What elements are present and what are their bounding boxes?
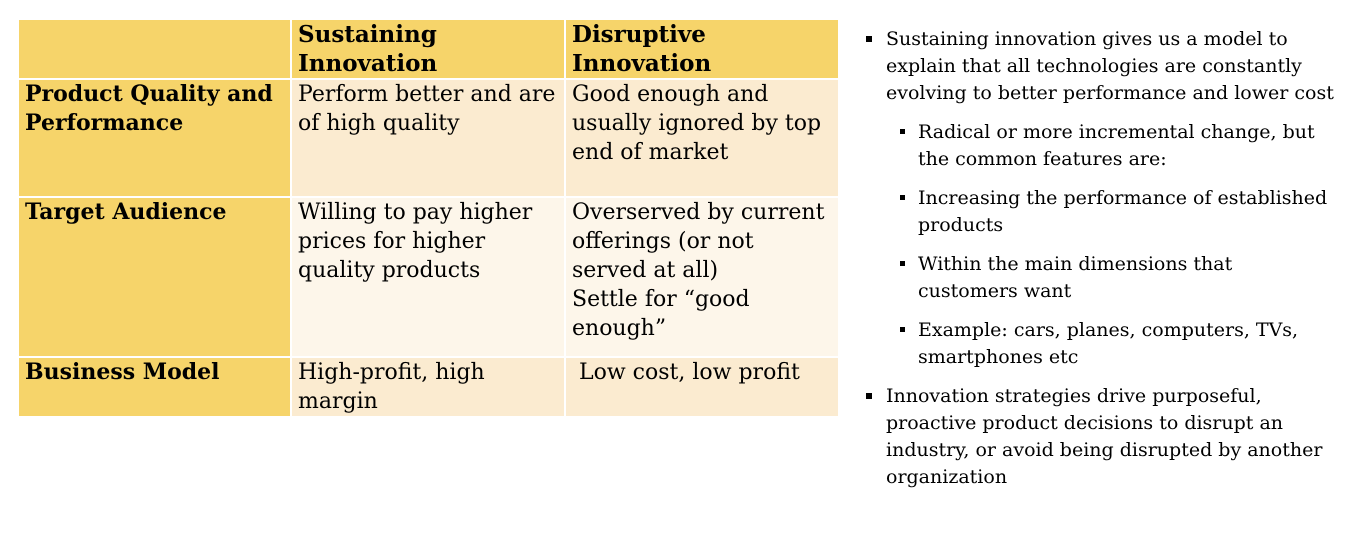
sub-bullet: Example: cars, planes, computers, TVs, s… [862,317,1337,371]
table-row: Target Audience Willing to pay higher pri… [17,196,840,358]
table-cell: Perform better and are of high quality [290,78,566,198]
table-cell: Good enough and usually ignored by top e… [564,78,840,198]
sub-bullet: Within the main dimensions that customer… [862,251,1337,305]
cell-text: Low cost, low profit [572,360,800,385]
table-cell: High-profit, high margin [290,356,566,418]
comparison-table: Sustaining Innovation Disruptive Innovati… [17,18,840,418]
cell-text: Willing to pay higher prices for higher … [298,200,540,283]
row-label: Target Audience [17,196,292,358]
table-cell: Overserved by current offerings (or not … [564,196,840,358]
cell-text: High-profit, high margin [298,360,492,414]
header-text: Disruptive Innovation [572,21,712,77]
bullet: Sustaining innovation gives us a model t… [862,26,1337,107]
sub-bullet: Radical or more incremental change, but … [862,119,1337,173]
table-row: Business Model High-profit, high margin L… [17,356,840,418]
row-label-text: Target Audience [25,199,227,225]
corner-cell [17,18,292,80]
cell-text: Perform better and are of high quality [298,82,563,136]
row-label: Business Model [17,356,292,418]
sub-bullet: Increasing the performance of establishe… [862,185,1337,239]
cell-text: Overserved by current offerings (or not … [572,200,832,283]
table-cell: Low cost, low profit [564,356,840,418]
cell-text: Good enough and usually ignored by top e… [572,82,829,165]
row-label-text: Business Model [25,359,220,385]
cell-text: Settle for “good enough” [572,287,757,341]
table-row: Product Quality and Performance Perform b… [17,78,840,198]
bullet: Innovation strategies drive purposeful, … [862,383,1337,491]
header-text: Sustaining Innovation [298,21,438,77]
row-label: Product Quality and Performance [17,78,292,198]
row-label-text: Product Quality and Performance [25,81,273,136]
header-row: Sustaining Innovation Disruptive Innovati… [17,18,840,80]
bullet-list: Sustaining innovation gives us a model t… [862,26,1337,503]
header-cell: Disruptive Innovation [564,18,840,80]
table-cell: Willing to pay higher prices for higher … [290,196,566,358]
header-cell: Sustaining Innovation [290,18,566,80]
